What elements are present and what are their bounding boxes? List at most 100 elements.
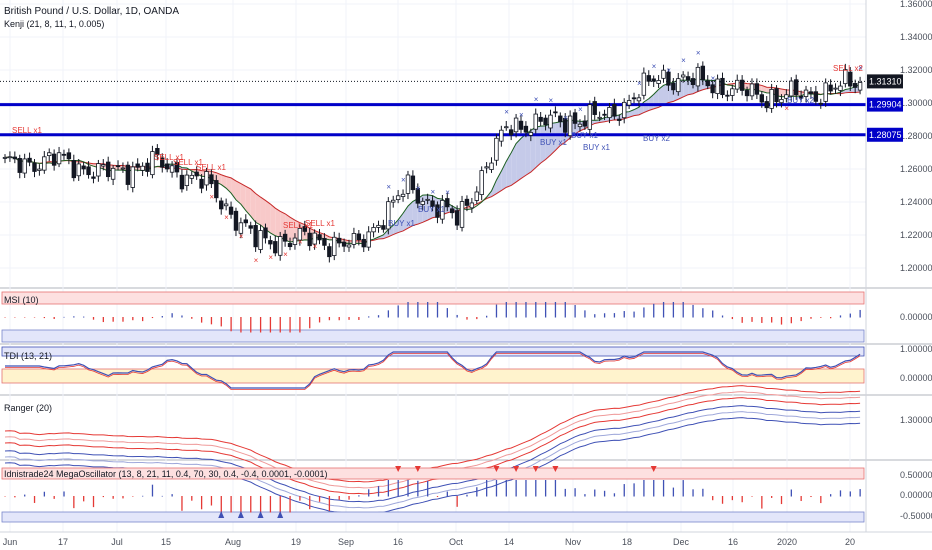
msi-bar	[259, 317, 262, 333]
price-tick: 1.32000	[900, 65, 932, 75]
candle-body	[528, 132, 534, 136]
cloud-segment	[245, 186, 251, 217]
price-badge	[867, 127, 903, 142]
mega-bar	[112, 496, 114, 499]
candle-body	[548, 114, 553, 129]
cloud-segment	[530, 127, 536, 173]
mega-bar	[14, 496, 16, 498]
candle-body	[361, 238, 366, 248]
candle-body	[179, 174, 185, 190]
candle-body	[607, 107, 612, 119]
sell-label: SELL x1	[196, 163, 226, 172]
msi-bar	[191, 317, 193, 319]
msi-bar	[603, 313, 606, 318]
candle-body	[626, 100, 632, 106]
candle-body	[469, 202, 475, 209]
candle-body	[184, 174, 190, 187]
msi-bar	[377, 315, 380, 318]
mega-bar	[584, 494, 586, 497]
msi-label: MSI (10)	[4, 295, 39, 305]
candle-body	[51, 153, 57, 166]
mega-bar	[554, 480, 557, 497]
candle-body	[86, 166, 91, 176]
horizontal-levels[interactable]	[0, 80, 866, 137]
msi-bar	[24, 317, 26, 318]
mega-bar	[377, 486, 380, 497]
mega-sell-arrow	[532, 466, 539, 472]
cloud-segment	[196, 169, 202, 177]
candle-body	[454, 210, 460, 226]
candle-body	[794, 79, 799, 96]
candle-body	[37, 168, 42, 171]
msi-bar	[515, 302, 517, 318]
mega-bar	[427, 480, 429, 497]
msi-bar	[741, 317, 743, 323]
msi-bar	[14, 317, 16, 318]
candle-body	[155, 148, 160, 156]
ranger-band	[4, 385, 861, 483]
msi-bar	[240, 317, 242, 333]
candle-body	[735, 79, 740, 90]
msi-bar	[358, 317, 360, 320]
time-label: Jul	[111, 537, 123, 547]
candle-body	[199, 178, 204, 189]
candle-body	[425, 198, 430, 201]
candle-body	[445, 198, 450, 208]
candle-body	[759, 94, 764, 103]
mega-bar	[240, 496, 242, 513]
candle-body	[612, 104, 617, 117]
msi-bar	[584, 310, 586, 318]
candle-body	[754, 83, 760, 95]
msi-bar	[495, 304, 498, 318]
candle-body	[774, 88, 779, 103]
price-badge	[867, 97, 903, 112]
candle-body	[597, 116, 602, 119]
msi-bar	[712, 310, 714, 318]
tdi-tick-top: 1.00000	[900, 344, 932, 354]
candle-body	[857, 82, 863, 91]
price-tick: 1.26000	[900, 164, 932, 174]
candle-body	[258, 230, 263, 250]
mega-bar	[603, 490, 606, 497]
cloud-segment	[255, 193, 261, 225]
candle-body	[843, 69, 848, 85]
sell-label: SELL x1	[12, 126, 42, 135]
msi-bar	[525, 302, 527, 318]
cloud-segment	[658, 85, 664, 108]
mega-bar	[682, 480, 684, 497]
price-tick: 1.22000	[900, 230, 932, 240]
candle-body	[110, 167, 116, 180]
price-axis[interactable]: 1.36000 1.34000 1.32000 1.30000 1.28000 1.260…	[865, 0, 932, 532]
mega-bar	[33, 496, 36, 503]
msi-bar	[171, 313, 173, 318]
buy-marker: ×	[637, 79, 642, 88]
cloud-segment	[412, 198, 418, 226]
candle-body	[317, 234, 322, 241]
mega-oscillator-pane[interactable]	[1, 466, 865, 523]
time-axis[interactable]: Jun 17 Jul 15 Aug 19 Sep 16 Oct 14 Nov 18 Dec 16 2020 2…	[0, 531, 932, 547]
candle-body	[513, 117, 519, 133]
candle-body	[42, 156, 47, 171]
time-label: Sep	[338, 537, 354, 547]
tdi-label: TDI (13, 21)	[4, 351, 52, 361]
mega-bar	[672, 487, 675, 497]
candle-body	[302, 226, 307, 232]
msi-pane[interactable]	[1, 291, 865, 343]
msi-bar	[4, 317, 6, 318]
candle-body	[164, 163, 170, 170]
buy-marker: ×	[445, 188, 450, 197]
mega-bar	[466, 494, 468, 497]
candle-body	[194, 171, 199, 177]
candle-body	[636, 97, 642, 102]
tdi-pane[interactable]	[1, 346, 865, 390]
mega-bar	[702, 488, 704, 497]
buy-label: BUY x1	[540, 138, 568, 147]
msi-bar	[820, 317, 822, 318]
msi-bar	[161, 316, 163, 318]
price-tick: 1.24000	[900, 197, 932, 207]
candle-body	[336, 237, 342, 244]
price-tick: 1.28000	[900, 131, 932, 141]
mega-bar	[417, 480, 419, 497]
candle-body	[651, 78, 656, 82]
